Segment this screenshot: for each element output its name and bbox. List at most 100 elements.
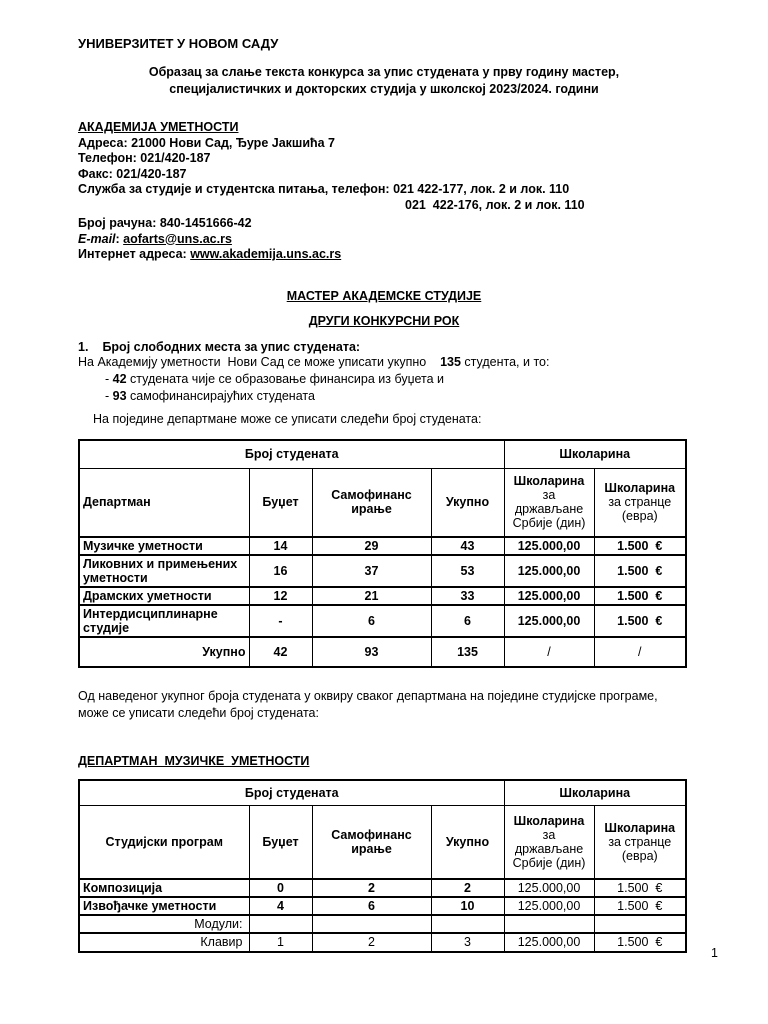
- form-title-line2: специјалистичких и докторских студија у …: [169, 82, 599, 96]
- column-header-tuition-rsd: Школарина за држављане Србије (дин): [503, 468, 595, 537]
- cell-tuition-rsd: 125.000,00: [503, 603, 595, 637]
- academy-student-service-line1: Служба за студије и студентска питања, т…: [78, 182, 570, 196]
- master-studies-title: МАСТЕР АКАДЕМСКЕ СТУДИЈЕ: [286, 288, 482, 303]
- group-header-tuition: Школарина: [503, 779, 687, 806]
- form-title-line1: Образац за слање текста конкурса за упис…: [148, 65, 620, 79]
- table-row-performing-arts: Извођачке уметности 4 6 10 125.000,00 1.…: [78, 895, 687, 915]
- cell-budget-total: 42: [248, 635, 313, 667]
- cell-tuition-rsd: 125.000,00: [503, 535, 595, 555]
- cell-department: Интердисциплинарне студије: [78, 603, 250, 637]
- budget-students-bullet: - 42 студената чије се образовање финанс…: [105, 371, 445, 386]
- column-header-budget: Буџет: [248, 468, 313, 537]
- cell-budget: 16: [248, 553, 313, 587]
- academy-name: АКАДЕМИЈА УМЕТНОСТИ: [78, 120, 239, 134]
- cell-selffinancing: 29: [311, 535, 432, 555]
- column-header-selffinancing: Самофинанс ирање: [311, 805, 432, 879]
- departments-enrollment-table: Број студената Школарина Департман Буџет…: [78, 438, 688, 668]
- cell-selffinancing: 6: [311, 603, 432, 637]
- departments-note: На поједине департмане може се уписати с…: [93, 411, 482, 426]
- column-header-tuition-rsd: Школарина за држављане Србије (дин): [503, 805, 595, 879]
- cell-budget: 4: [248, 895, 313, 915]
- academy-address: Адреса: 21000 Нови Сад, Ђуре Јакшића 7: [78, 135, 336, 150]
- column-header-department: Департман: [78, 468, 250, 537]
- university-title: УНИВЕРЗИТЕТ У НОВОМ САДУ: [78, 36, 279, 51]
- total-students-count: 135: [440, 354, 461, 369]
- cell-total: 53: [430, 553, 505, 587]
- item1-number: 1.: [78, 339, 89, 354]
- web-label: Интернет адреса:: [78, 247, 191, 261]
- cell-tuition-eur-total: /: [593, 635, 687, 667]
- cell-tuition-eur: 1.500 €: [593, 895, 687, 915]
- academy-email-line: E-mail: aofarts@uns.ac.rs: [78, 232, 690, 248]
- academy-account-number: Број рачуна: 840-1451666-42: [78, 216, 252, 230]
- cell-modules-label: Модули:: [78, 913, 250, 933]
- column-header-tuition-eur: Школарина за странце (евра): [593, 805, 687, 879]
- cell-selffinancing: 37: [311, 553, 432, 587]
- column-header-study-program: Студијски програм: [78, 805, 250, 879]
- cell-tuition-eur: 1.500 €: [593, 585, 687, 605]
- column-header-row: Студијски програм Буџет Самофинанс ирање …: [78, 805, 687, 879]
- item1-heading: 1. Број слободних места за упис студената…: [78, 340, 690, 354]
- cell-department: Музичке уметности: [78, 535, 250, 555]
- academy-info-block: АКАДЕМИЈА УМЕТНОСТИ Адреса: 21000 Нови С…: [78, 120, 690, 263]
- group-header-tuition: Школарина: [503, 439, 687, 469]
- cell-budget: [248, 913, 313, 933]
- cell-tuition-rsd-total: /: [503, 635, 595, 667]
- cell-tuition-eur: 1.500 €: [593, 553, 687, 587]
- cell-tuition-rsd: 125.000,00: [503, 895, 595, 915]
- email-link[interactable]: aofarts@uns.ac.rs: [123, 231, 232, 246]
- table-row-composition: Композиција 0 2 2 125.000,00 1.500 €: [78, 877, 687, 897]
- table-row-music-arts: Музичке уметности 14 29 43 125.000,00 1.…: [78, 535, 687, 555]
- column-header-row: Департман Буџет Самофинанс ирање Укупно Ш…: [78, 468, 687, 537]
- cell-total: 2: [430, 877, 505, 897]
- cell-budget: 1: [248, 931, 313, 952]
- cell-total: [430, 913, 505, 933]
- academy-fax: Факс: 021/420-187: [78, 166, 187, 181]
- table-row-modules-label: Модули:: [78, 913, 687, 933]
- academy-phone: Телефон: 021/420-187: [78, 151, 211, 165]
- cell-tuition-eur: 1.500 €: [593, 603, 687, 637]
- table-total-row: Укупно 42 93 135 / /: [78, 635, 687, 667]
- form-title: Образац за слање текста конкурса за упис…: [78, 64, 690, 98]
- table-row-fine-applied-arts: Ликовних и примењених уметности 16 37 53…: [78, 553, 687, 587]
- cell-selffinancing: 6: [311, 895, 432, 915]
- cell-budget: -: [248, 603, 313, 637]
- between-tables-note: Од наведеног укупног броја студената у о…: [78, 688, 658, 720]
- cell-total: 43: [430, 535, 505, 555]
- cell-study-program: Композиција: [78, 877, 250, 897]
- cell-study-program: Клавир: [78, 931, 250, 952]
- second-round-title: ДРУГИ КОНКУРСНИ РОК: [308, 313, 460, 328]
- music-department-table: Број студената Школарина Студијски прогр…: [78, 778, 688, 953]
- cell-department: Драмских уметности: [78, 585, 250, 605]
- cell-budget: 0: [248, 877, 313, 897]
- cell-total: 6: [430, 603, 505, 637]
- email-label: E-mail: [78, 231, 116, 246]
- cell-grand-total: 135: [430, 635, 505, 667]
- table-row-drama-arts: Драмских уметности 12 21 33 125.000,00 1…: [78, 585, 687, 605]
- cell-tuition-eur: 1.500 €: [593, 535, 687, 555]
- column-header-tuition-eur: Школарина за странце (евра): [593, 468, 687, 537]
- cell-tuition-rsd: 125.000,00: [503, 585, 595, 605]
- cell-total: 33: [430, 585, 505, 605]
- group-header-students: Број студената: [78, 779, 505, 806]
- website-link[interactable]: www.akademija.uns.ac.rs: [190, 247, 342, 261]
- cell-selffinancing-total: 93: [311, 635, 432, 667]
- cell-budget: 14: [248, 535, 313, 555]
- cell-tuition-rsd: [503, 913, 595, 933]
- column-header-selffinancing: Самофинанс ирање: [311, 468, 432, 537]
- selffinancing-students-bullet: - 93 самофинансирајућих студената: [105, 388, 315, 403]
- email-separator: :: [115, 231, 124, 246]
- cell-total: 3: [430, 931, 505, 952]
- cell-tuition-eur: 1.500 €: [593, 877, 687, 897]
- cell-tuition-rsd: 125.000,00: [503, 553, 595, 587]
- music-department-title: ДЕПАРТМАН МУЗИЧКЕ УМЕТНОСТИ: [78, 753, 310, 768]
- cell-tuition-rsd: 125.000,00: [503, 877, 595, 897]
- cell-total: 10: [430, 895, 505, 915]
- group-header-row: Број студената Школарина: [78, 439, 687, 469]
- budget-students-count: 42: [112, 371, 127, 386]
- table-row-piano: Клавир 1 2 3 125.000,00 1.500 €: [78, 931, 687, 952]
- column-header-budget: Буџет: [248, 805, 313, 879]
- cell-tuition-eur: [593, 913, 687, 933]
- group-header-students: Број студената: [78, 439, 505, 469]
